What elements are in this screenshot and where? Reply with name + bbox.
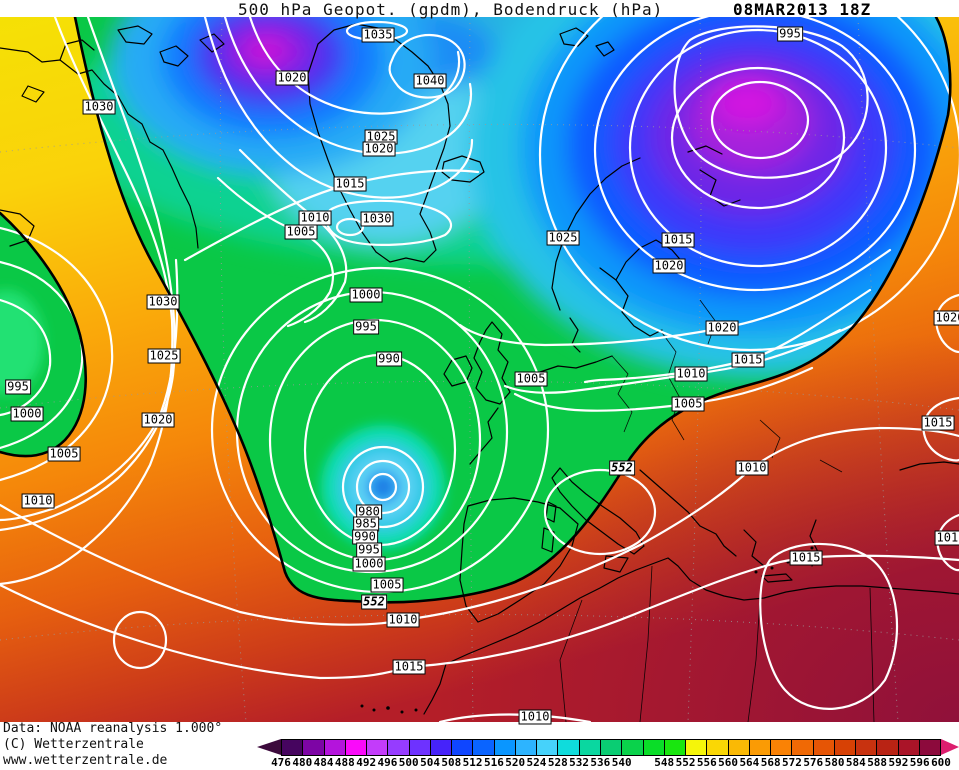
map-datetime: 08MAR2013 18Z [733,0,872,19]
colorbar-tick: 560 [718,756,739,769]
colorbar-segment [452,739,474,756]
colorbar-segment [792,739,814,756]
colorbar-segment [345,739,368,756]
colorbar-tick: 556 [696,756,717,769]
colorbar-tick: 500 [398,756,419,769]
colorbar-segment [877,739,899,756]
colorbar-tick: 536 [590,756,611,769]
colorbar-tick: 520 [505,756,526,769]
colorbar-segment [919,739,942,756]
colorbar-tick: 492 [356,756,377,769]
country-borders [559,299,875,722]
colorbar-segment [771,739,793,756]
copyright-line: (C) Wetterzentrale [3,737,144,752]
colorbar-tick: 484 [313,756,334,769]
colorbar-segment [728,739,750,756]
weather-map-canvas [0,17,959,722]
colorbar-segment [367,739,389,756]
geopotential-colorbar: 476 480 484 488 492 496 500 504 508 512 516 520 524 5… [257,739,959,769]
colorbar-tick: 564 [739,756,760,769]
colorbar-tick: 524 [526,756,547,769]
colorbar-track [281,739,942,756]
colorbar-segment [749,739,772,756]
colorbar-tick: 596 [909,756,930,769]
colorbar-tick: 516 [483,756,504,769]
colorbar-segment [409,739,431,756]
colorbar-segment [515,739,538,756]
colorbar-tick: 512 [462,756,483,769]
colorbar-tick: 528 [547,756,568,769]
colorbar-tick: 540 [611,756,632,769]
colorbar-segment [600,739,623,756]
colorbar-segment [388,739,410,756]
colorbar-segment [664,739,687,756]
graticule [0,17,959,722]
map-title: 500 hPa Geopot. (gpdm), Bodendruck (hPa) [238,0,664,19]
colorbar-segment [622,739,644,756]
colorbar-segment [281,739,304,756]
colorbar-tick: 592 [888,756,909,769]
colorbar-segment [473,739,495,756]
colorbar-segment [834,739,857,756]
colorbar-tick-labels: 476 480 484 488 492 496 500 504 508 512 516 520 524 5… [271,756,951,770]
website-link[interactable]: www.wetterzentrale.de [3,753,168,768]
coastlines [0,23,959,715]
colorbar-tick: 480 [292,756,313,769]
colorbar-tick: 488 [334,756,355,769]
colorbar-tick: 600 [931,756,951,769]
colorbar-tick: 576 [803,756,824,769]
colorbar-tick: 548 [654,756,675,769]
colorbar-tick: 552 [675,756,696,769]
colorbar-tick: 568 [760,756,781,769]
data-source-line: Data: NOAA reanalysis 1.000° [3,721,223,736]
colorbar-tick: 476 [271,756,291,769]
colorbar-segment [643,739,665,756]
colorbar-segment [707,739,729,756]
cold-airmass-field [75,17,951,603]
colorbar-segment [579,739,601,756]
colorbar-tick: 508 [441,756,462,769]
colorbar-tick: 580 [824,756,845,769]
colorbar-segment [898,739,920,756]
colorbar-tick: 572 [782,756,802,769]
colorbar-tick: 588 [867,756,888,769]
colorbar-tick: 496 [377,756,398,769]
colorbar-segment [324,739,346,756]
colorbar-segment [856,739,878,756]
colorbar-segment [494,739,516,756]
colorbar-tick: 532 [569,756,589,769]
geopotential-552-contour [0,17,952,604]
colorbar-segment [430,739,453,756]
colorbar-segment [686,739,708,756]
colorbar-segment [537,739,559,756]
colorbar-tick: 504 [420,756,440,769]
colorbar-segment [303,739,325,756]
colorbar-tick: 584 [845,756,866,769]
colorbar-left-arrow-icon [257,739,281,755]
colorbar-segment [813,739,835,756]
colorbar-segment [558,739,580,756]
colorbar-right-arrow-icon [941,739,959,755]
